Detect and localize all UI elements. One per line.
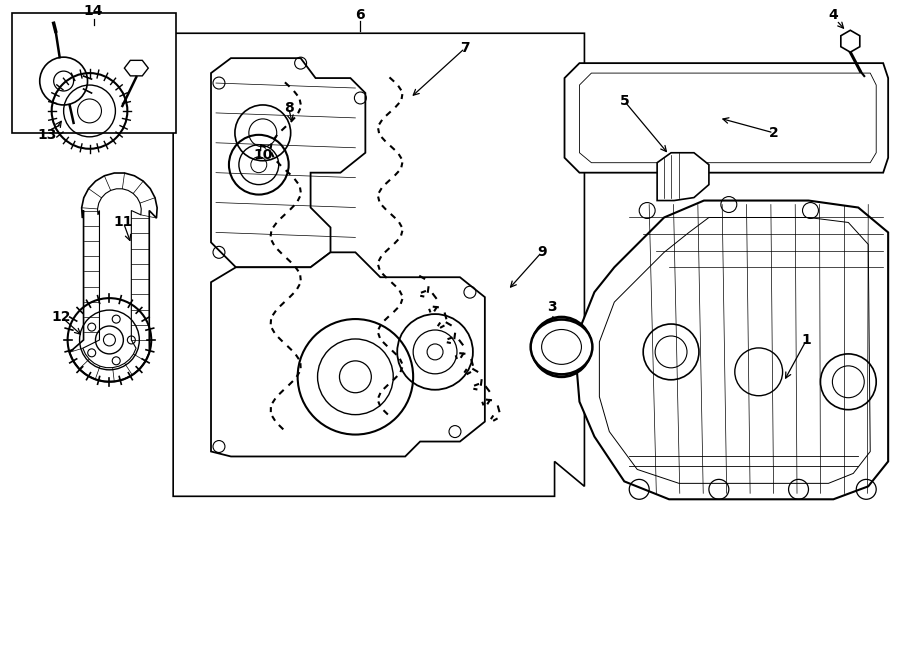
Text: 2: 2	[769, 126, 778, 140]
Polygon shape	[69, 173, 158, 381]
Text: 3: 3	[547, 300, 556, 314]
Polygon shape	[841, 30, 859, 52]
Polygon shape	[564, 63, 888, 173]
Text: 4: 4	[829, 9, 838, 23]
Text: 11: 11	[113, 215, 133, 230]
Ellipse shape	[531, 320, 592, 374]
Bar	[12, 13, 176, 133]
Text: 8: 8	[284, 101, 293, 115]
Text: 14: 14	[84, 5, 104, 19]
Polygon shape	[211, 58, 365, 267]
Polygon shape	[124, 60, 148, 76]
Text: 7: 7	[460, 41, 470, 55]
Text: 6: 6	[356, 9, 365, 23]
Text: 5: 5	[619, 94, 629, 108]
Polygon shape	[173, 33, 584, 496]
Polygon shape	[211, 252, 485, 457]
Polygon shape	[574, 201, 888, 499]
Text: 12: 12	[52, 310, 71, 324]
Text: 9: 9	[536, 246, 546, 260]
Text: 10: 10	[253, 148, 273, 162]
Text: 1: 1	[802, 333, 812, 347]
Polygon shape	[657, 153, 709, 201]
Text: 13: 13	[37, 128, 57, 142]
